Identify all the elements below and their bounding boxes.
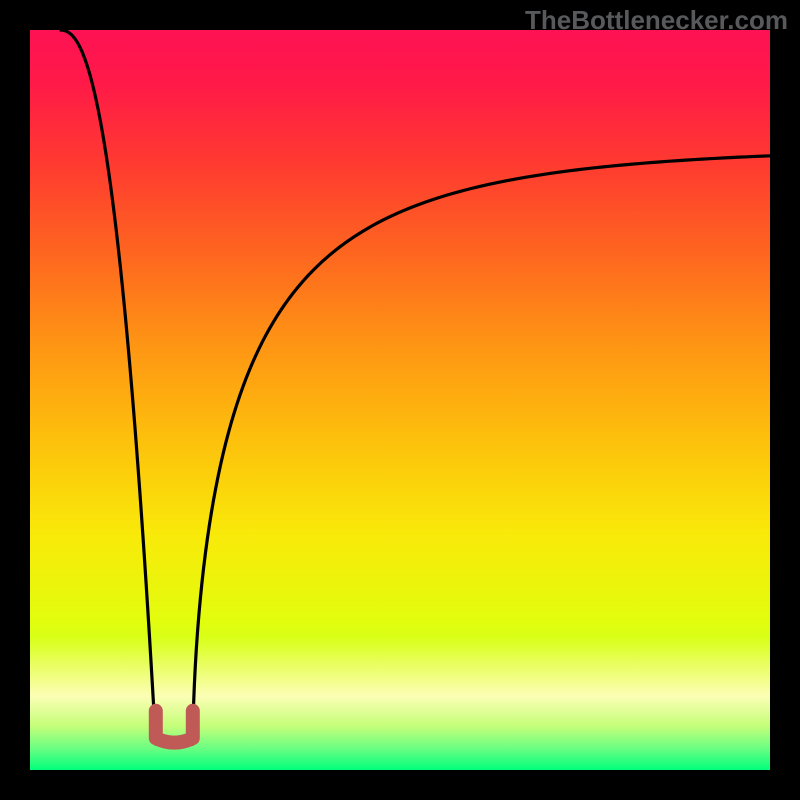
chart-svg [0, 0, 800, 800]
watermark-text: TheBottlenecker.com [525, 5, 788, 36]
chart-container: TheBottlenecker.com [0, 0, 800, 800]
plot-background [30, 30, 770, 770]
